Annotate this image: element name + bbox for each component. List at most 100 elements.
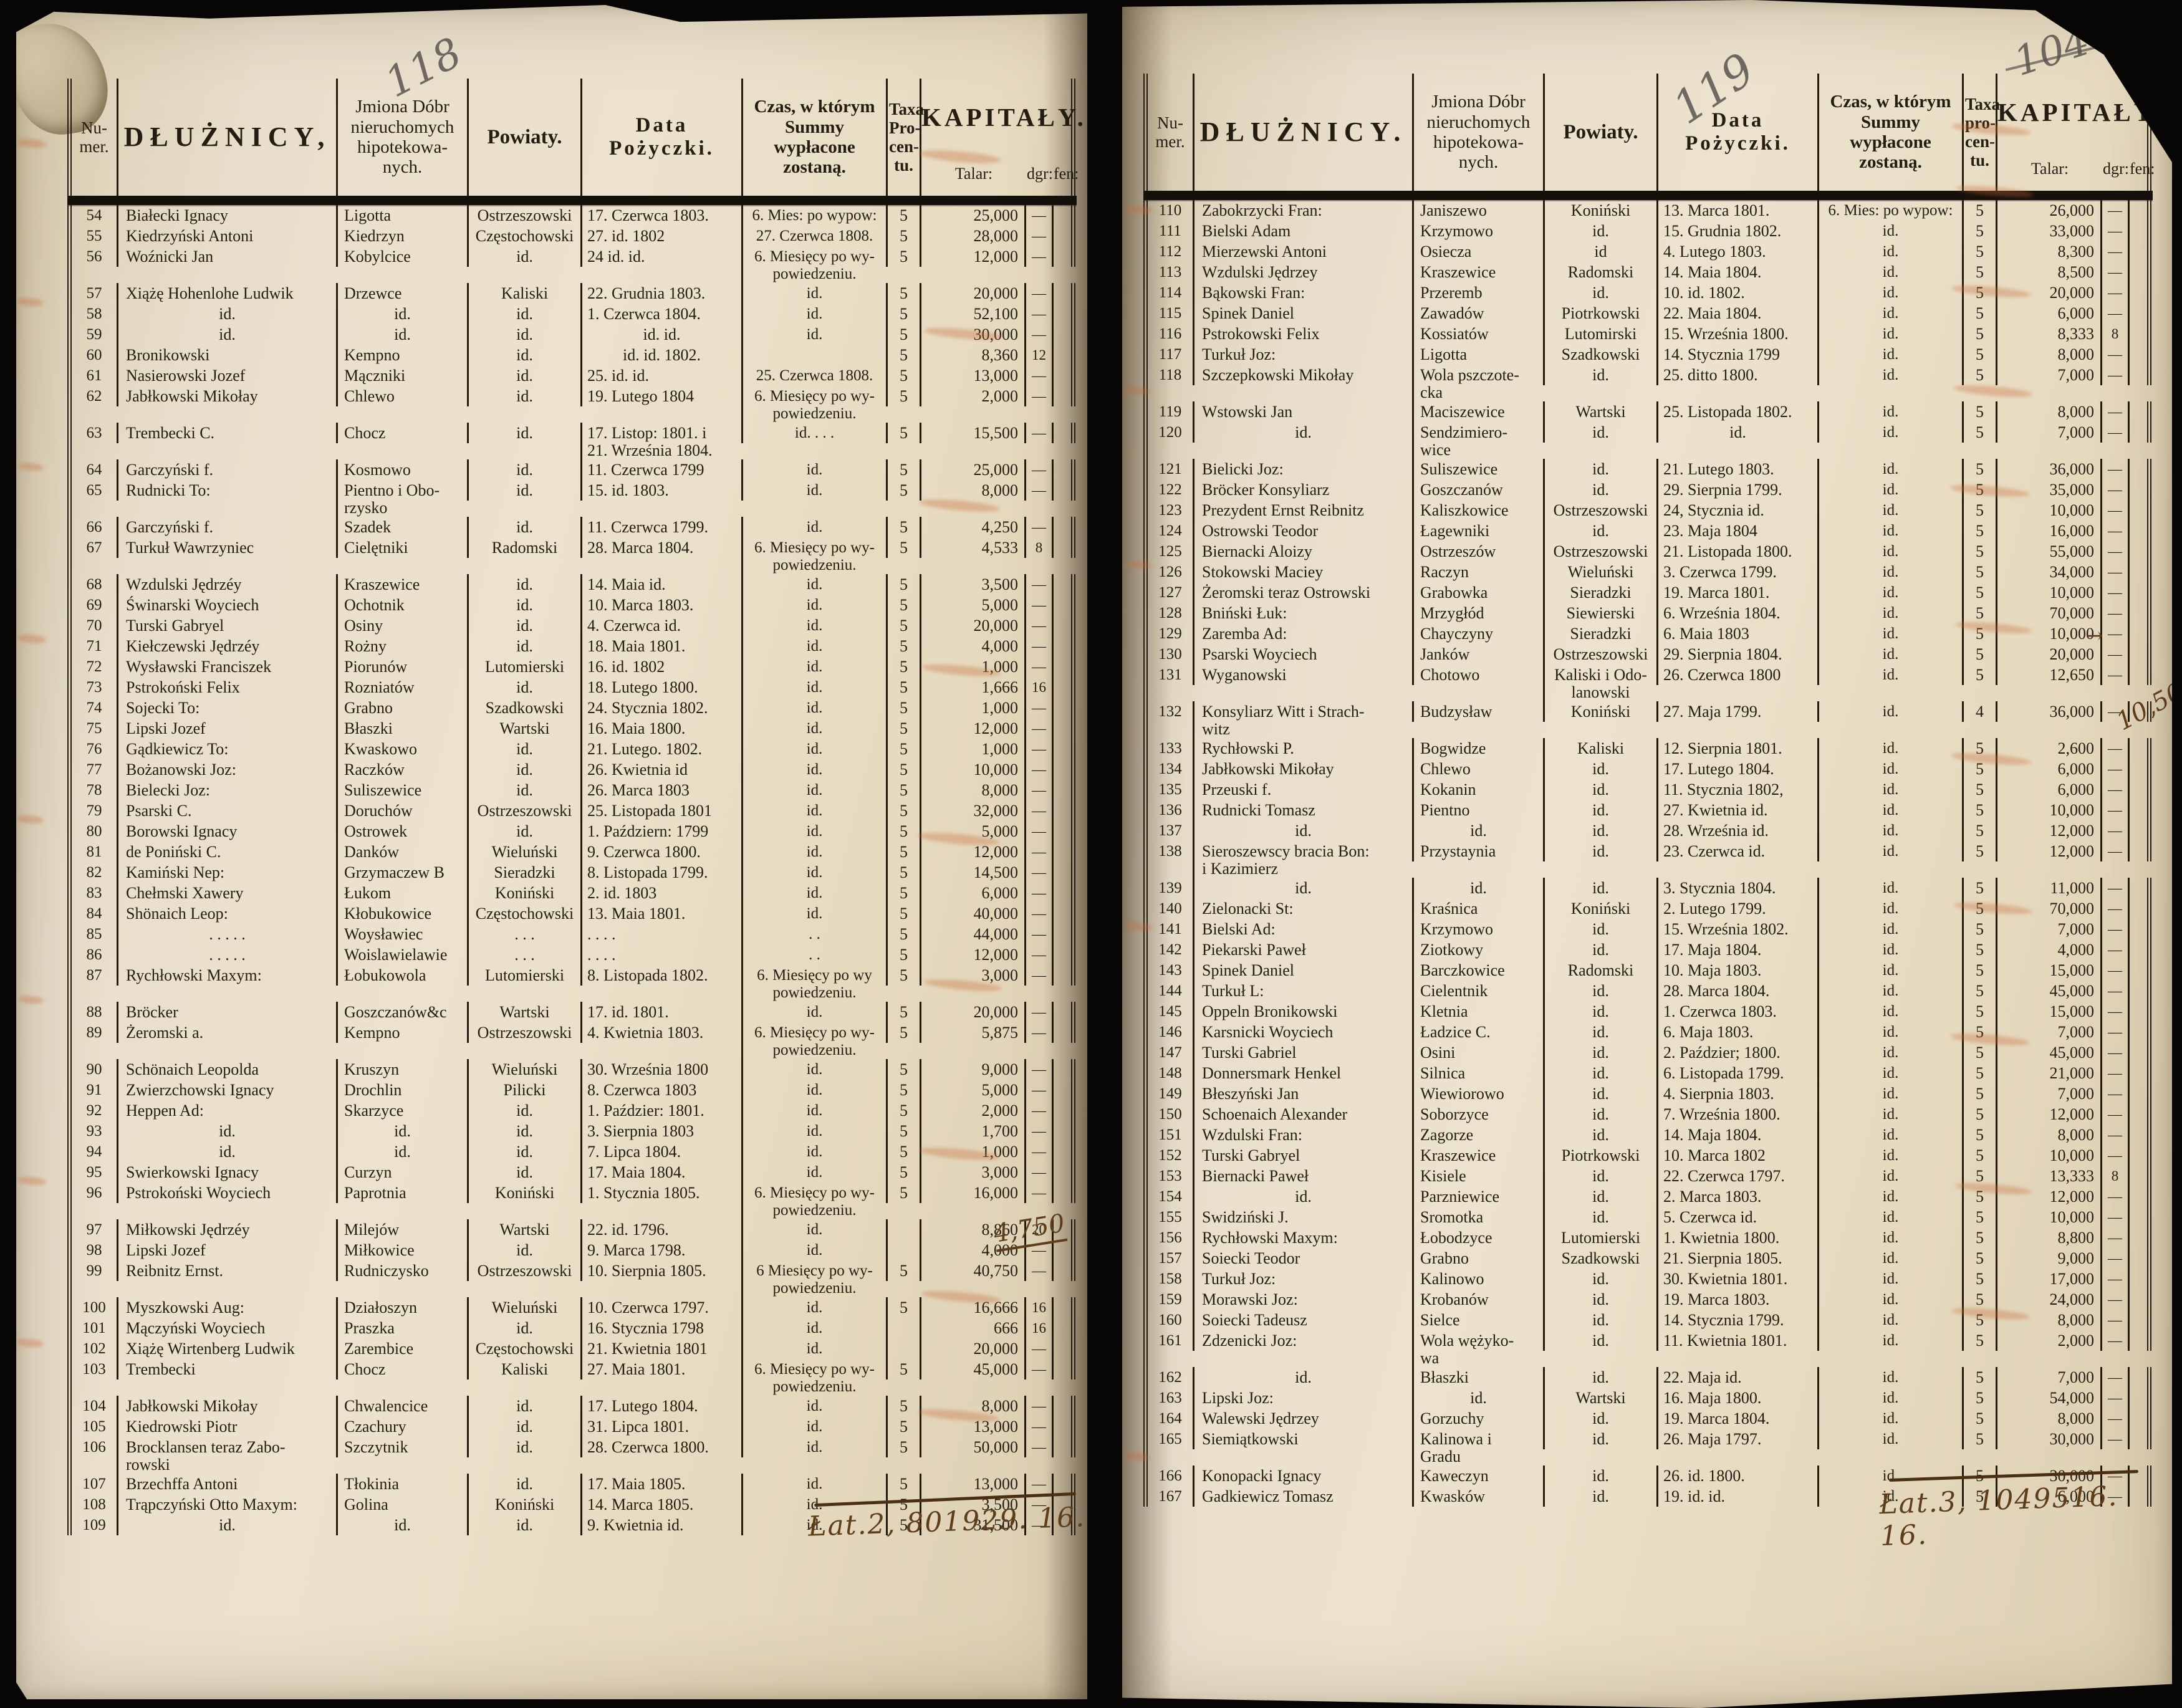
cell-dgr: — bbox=[1024, 862, 1052, 883]
table-row: 93 id. id. id. 3. Sierpnia 1803 id. 5 1,700— bbox=[72, 1121, 1077, 1141]
cell-fen bbox=[2128, 262, 2151, 282]
table-row: 115 Spinek Daniel Zawadów Piotrkowski 22. Ma… bbox=[1148, 303, 2153, 324]
cell-cty: id. bbox=[1543, 1289, 1656, 1310]
cell-fen bbox=[1052, 537, 1075, 558]
cell-tax: 5 bbox=[886, 800, 920, 821]
cell-dat: 21. Sierpnia 1805. bbox=[1656, 1248, 1817, 1269]
cell-num: 103 bbox=[82, 1361, 106, 1378]
cell-dgr: — bbox=[1024, 283, 1052, 304]
cell-dgr: — bbox=[2100, 759, 2128, 779]
cell-deb: Xiążę Wirtenberg Ludwik bbox=[117, 1338, 336, 1359]
cell-dgr: — bbox=[1024, 780, 1052, 800]
cell-num: 97 bbox=[86, 1221, 102, 1238]
cell-tax: 5 bbox=[1962, 800, 1996, 820]
cell-dat: 14. Stycznia 1799 bbox=[1656, 344, 1817, 365]
cell-fen bbox=[2128, 759, 2151, 779]
cell-deb: Lipski Jozef bbox=[117, 1240, 336, 1260]
cell-num: 99 bbox=[86, 1262, 102, 1279]
cell-dgr: — bbox=[1024, 1002, 1052, 1022]
table-row: 78 Bielecki Joz: Suliszewice id. 26. Marca 1… bbox=[72, 780, 1077, 800]
cell-trm: id. bbox=[1817, 365, 1962, 385]
cell-fen bbox=[1052, 1297, 1075, 1318]
cell-dat: 14. Maja 1804. bbox=[1656, 1125, 1817, 1145]
cell-deb: Rychłowski P. bbox=[1193, 738, 1412, 759]
cell-dat: 19. Marca 1801. bbox=[1656, 582, 1817, 603]
cell-dgr: — bbox=[2100, 981, 2128, 1001]
header-taxa: Taxa Pro- cen- tu. bbox=[886, 79, 924, 196]
cell-tax: 5 bbox=[1962, 422, 1996, 443]
table-row: 80 Borowski Ignacy Ostrowek id. 1. Październ… bbox=[72, 821, 1077, 842]
cell-fen bbox=[2128, 644, 2151, 664]
cell-trm: id. bbox=[1817, 1104, 1962, 1125]
cell-trm: id. bbox=[1817, 479, 1962, 500]
header-kapitaly: KAPITAŁY. Talar: dgr: fen: bbox=[1996, 74, 2160, 191]
cell-dgr: — bbox=[1024, 656, 1052, 677]
cell-cty: Szadkowski bbox=[467, 698, 580, 718]
cell-dat: 14. Marca 1805. bbox=[580, 1494, 741, 1515]
table-row: 75 Lipski Jozef Błaszki Wartski 16. Maia 180… bbox=[72, 718, 1077, 739]
cell-deb: Donnersmark Henkel bbox=[1193, 1063, 1412, 1083]
cell-tal: 8,860 bbox=[920, 1219, 1024, 1240]
cell-dgr: — bbox=[1024, 1022, 1052, 1043]
cell-est: Paprotnia bbox=[336, 1183, 467, 1203]
cell-num: 144 bbox=[1158, 982, 1182, 999]
cell-tal: 2,000 bbox=[920, 386, 1024, 406]
cell-num: 91 bbox=[86, 1082, 102, 1098]
cell-cty: id. bbox=[1543, 878, 1656, 898]
cell-cty: id. bbox=[1543, 282, 1656, 303]
cell-dat: 19. Marca 1803. bbox=[1656, 1289, 1817, 1310]
cell-est: Maciszewice bbox=[1412, 401, 1543, 422]
cell-trm: id. bbox=[1817, 541, 1962, 562]
cell-dgr: 8 bbox=[1024, 537, 1052, 558]
cell-fen bbox=[2128, 541, 2151, 562]
table-row: 65 Rudnicki To: Pientno i Obo- rzysko id. 15… bbox=[72, 480, 1077, 517]
cell-deb: id. bbox=[1193, 878, 1412, 898]
header-dobra: Jmiona Dóbr nieruchomych hipotekowa- nyc… bbox=[1412, 74, 1543, 191]
cell-tal: 3,000 bbox=[920, 1162, 1024, 1183]
cell-est: Kraśnica bbox=[1412, 898, 1543, 919]
cell-fen bbox=[1052, 1183, 1075, 1203]
cell-dgr: — bbox=[2100, 779, 2128, 800]
cell-est: Wola wężyko- wa bbox=[1412, 1330, 1543, 1367]
cell-est: Zagorze bbox=[1412, 1125, 1543, 1145]
cell-fen bbox=[2128, 1408, 2151, 1429]
cell-deb: Stokowski Maciey bbox=[1193, 562, 1412, 582]
cell-num: 163 bbox=[1158, 1389, 1182, 1406]
cell-num: 140 bbox=[1158, 900, 1182, 917]
cell-deb: Wyganowski bbox=[1193, 664, 1412, 685]
cell-tal: 8,360 bbox=[920, 345, 1024, 365]
cell-trm: id. bbox=[1817, 800, 1962, 820]
cell-est: Kwasków bbox=[1412, 1486, 1543, 1507]
cell-fen bbox=[1052, 842, 1075, 862]
cell-tal: 30,000 bbox=[920, 324, 1024, 345]
cell-num: 125 bbox=[1158, 543, 1182, 560]
cell-cty: Kaliski i Odo- lanowski bbox=[1543, 664, 1656, 701]
cell-deb: Karsnicki Woyciech bbox=[1193, 1022, 1412, 1042]
cell-cty: id. bbox=[1543, 1125, 1656, 1145]
cell-cty: id. bbox=[1543, 1104, 1656, 1125]
table-body: 110 Zabokrzycki Fran: Janiszewo Koniński 13.… bbox=[1148, 200, 2153, 1507]
cell-fen bbox=[1052, 800, 1075, 821]
cell-num: 120 bbox=[1158, 424, 1182, 441]
cell-deb: Bożanowski Joz: bbox=[117, 759, 336, 780]
cell-est: Sielce bbox=[1412, 1310, 1543, 1330]
cell-trm: id. bbox=[1817, 960, 1962, 981]
cell-tax: 5 bbox=[886, 739, 920, 759]
cell-trm: id. bbox=[741, 324, 886, 345]
cell-tax: 5 bbox=[886, 423, 920, 443]
cell-dat: 2. Lutego 1799. bbox=[1656, 898, 1817, 919]
cell-deb: Oppeln Bronikowski bbox=[1193, 1001, 1412, 1022]
cell-est: Cielentnik bbox=[1412, 981, 1543, 1001]
cell-dgr: — bbox=[1024, 459, 1052, 480]
cell-fen bbox=[2128, 960, 2151, 981]
cell-trm: id. bbox=[1817, 1330, 1962, 1351]
table-row: 163 Lipski Joz: id. Wartski 16. Maja 1800. id… bbox=[1148, 1388, 2153, 1408]
cell-trm: 6. Miesięcy po wy- powiedzeniu. bbox=[741, 246, 886, 283]
cell-tax: 5 bbox=[886, 537, 920, 558]
cell-cty: Koniński bbox=[467, 1183, 580, 1203]
table-row: 165 Siemiątkowski Kalinowa i Gradu id. 26. M… bbox=[1148, 1429, 2153, 1466]
cell-cty: id. bbox=[467, 615, 580, 636]
header-dluznicy: DŁUŻNICY. bbox=[1193, 74, 1412, 191]
cell-fen bbox=[2128, 820, 2151, 841]
table-row: 76 Gądkiewicz To: Kwaskowo id. 21. Lutego. 1… bbox=[72, 739, 1077, 759]
